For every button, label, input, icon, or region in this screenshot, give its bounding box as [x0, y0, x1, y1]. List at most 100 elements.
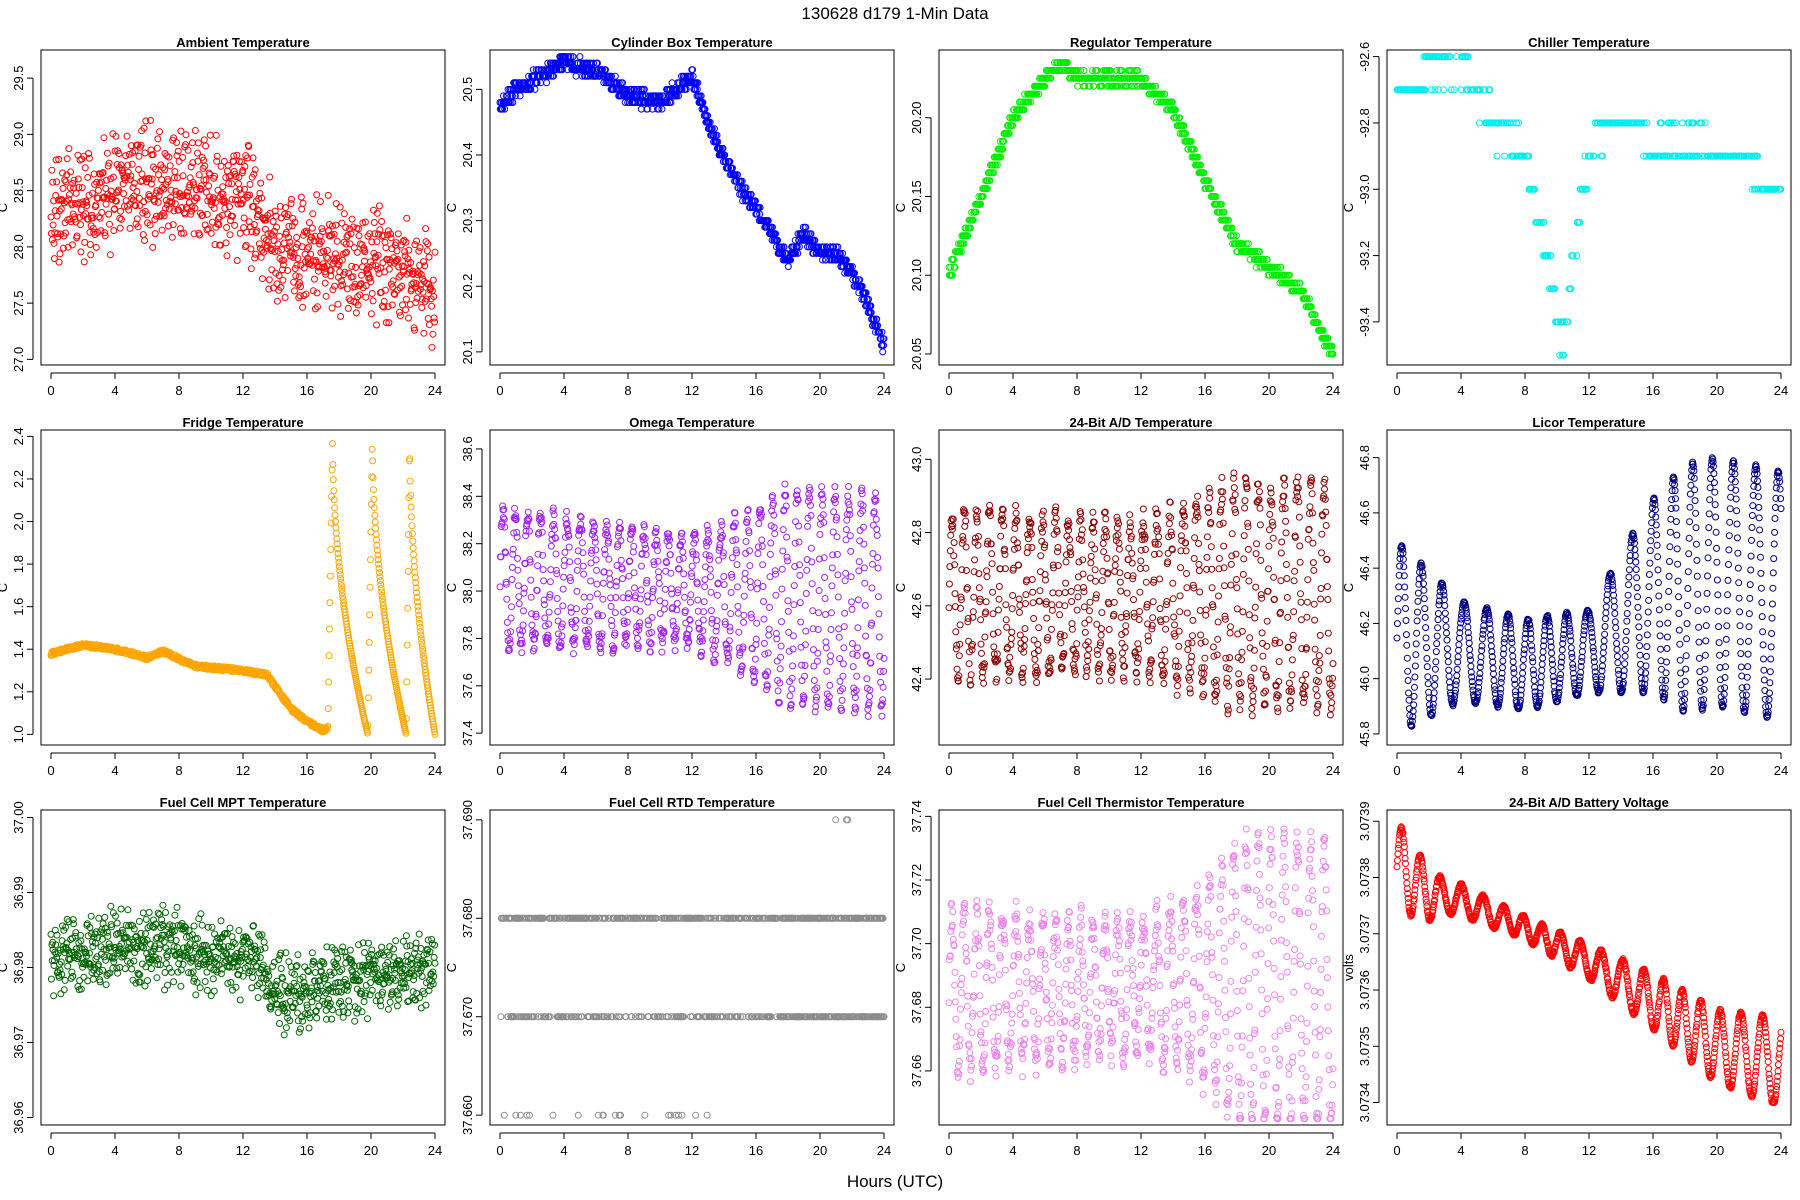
data-point	[623, 85, 631, 93]
data-point	[201, 162, 209, 170]
data-point	[370, 495, 378, 503]
data-point	[572, 72, 580, 80]
data-point	[713, 131, 721, 139]
data-point	[139, 231, 147, 239]
data-point	[116, 224, 124, 232]
y-tick-label: 27.0	[11, 347, 26, 372]
data-point	[164, 175, 172, 183]
data-point	[546, 578, 554, 586]
data-point	[112, 197, 120, 205]
data-point	[756, 210, 764, 218]
data-point	[158, 226, 166, 234]
data-point	[115, 150, 123, 157]
data-point	[323, 253, 330, 261]
data-point	[545, 72, 553, 80]
data-point	[260, 234, 268, 242]
data-point	[549, 72, 557, 80]
data-point	[793, 243, 801, 251]
data-point	[187, 210, 195, 218]
data-point	[130, 179, 138, 187]
data-point	[326, 625, 333, 633]
data-point	[706, 556, 714, 564]
data-point	[296, 279, 304, 287]
data-point	[85, 150, 93, 157]
data-point	[158, 176, 166, 184]
data-point	[682, 619, 690, 627]
data-point	[593, 580, 601, 588]
x-tick-label: 20	[813, 383, 827, 398]
data-point	[327, 272, 335, 280]
data-point	[578, 539, 586, 547]
data-point	[499, 105, 507, 113]
data-point	[804, 522, 811, 530]
data-point	[395, 273, 403, 281]
data-point	[309, 210, 317, 218]
data-point	[586, 602, 594, 610]
data-point	[404, 604, 412, 612]
data-point	[182, 141, 189, 149]
y-tick-label: 20.10	[909, 259, 924, 292]
data-point	[123, 172, 131, 180]
data-point	[153, 212, 160, 220]
data-point	[403, 678, 411, 686]
data-point	[411, 241, 419, 249]
data-point	[725, 164, 732, 172]
data-point	[814, 649, 822, 657]
plot-frame	[1386, 49, 1792, 366]
data-point	[317, 198, 324, 205]
data-point	[128, 195, 136, 202]
data-point	[811, 236, 819, 244]
data-point	[176, 225, 184, 233]
data-point	[778, 565, 786, 573]
data-point	[273, 280, 281, 288]
data-point	[322, 292, 330, 300]
data-point	[78, 184, 86, 192]
y-tick-label: 20.4	[460, 142, 475, 167]
data-point	[554, 617, 562, 625]
x-tick-label: 24	[1326, 383, 1340, 398]
data-point	[285, 233, 292, 241]
data-point	[668, 79, 676, 87]
data-point	[786, 692, 794, 700]
data-point	[858, 282, 866, 290]
data-point	[707, 588, 715, 596]
data-point	[619, 79, 627, 87]
data-point	[590, 59, 597, 67]
data-point	[683, 644, 691, 652]
y-tick-label: 2.2	[11, 470, 26, 488]
data-point	[406, 477, 414, 485]
data-point	[520, 607, 527, 615]
data-point	[252, 250, 260, 258]
x-tick-label: 16	[749, 383, 763, 398]
data-point	[622, 641, 630, 649]
x-tick-label: 0	[47, 383, 54, 398]
data-point	[94, 229, 102, 236]
x-tick-label: 20	[1262, 383, 1276, 398]
data-point	[293, 234, 301, 241]
data-point	[353, 248, 361, 256]
data-point	[516, 92, 524, 100]
data-point	[778, 618, 785, 626]
data-point	[408, 280, 416, 288]
y-tick-label: 1.2	[11, 683, 26, 701]
data-point	[185, 192, 192, 200]
data-point	[344, 304, 352, 312]
data-point	[826, 681, 834, 689]
data-point	[753, 585, 761, 593]
data-point	[271, 207, 279, 215]
data-point	[1475, 119, 1483, 127]
data-point	[511, 92, 519, 100]
data-point	[56, 207, 63, 215]
data-point	[117, 207, 125, 215]
data-point	[239, 167, 247, 174]
y-axis-label: C	[1341, 203, 1356, 212]
data-point	[759, 561, 767, 569]
data-point	[680, 581, 688, 589]
data-point	[874, 322, 882, 330]
data-point	[194, 149, 201, 157]
data-point	[238, 200, 246, 207]
data-point	[373, 238, 381, 246]
data-point	[654, 547, 662, 555]
